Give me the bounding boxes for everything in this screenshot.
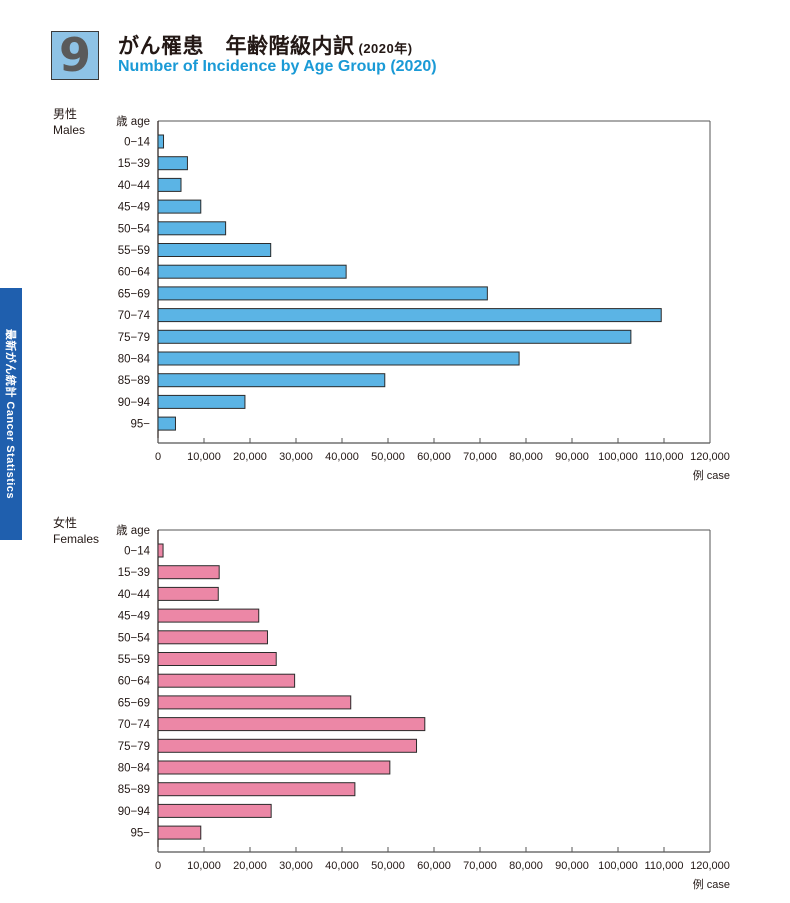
males-x-tick-label: 60,000 (417, 451, 451, 463)
males-category-label: 45−49 (118, 202, 150, 214)
males-bar (157, 416, 176, 431)
females-x-tick-label: 30,000 (279, 860, 313, 872)
females-x-tick-label: 70,000 (463, 860, 497, 872)
females-bar (157, 673, 296, 688)
females-category-label: 50−54 (118, 632, 151, 644)
males-x-tick-label: 10,000 (187, 451, 221, 463)
males-category-label: 40−44 (118, 180, 151, 192)
females-x-tick-label: 110,000 (645, 860, 684, 872)
females-bar (157, 695, 352, 710)
males-category-label: 80−84 (118, 354, 151, 366)
males-group-label-jp: 男性 (53, 107, 77, 121)
females-group-label-en: Females (53, 532, 99, 546)
males-bar (157, 329, 632, 344)
males-bar (157, 156, 188, 171)
females-x-tick-label: 60,000 (417, 860, 451, 872)
males-x-tick-label: 90,000 (555, 451, 589, 463)
males-category-label: 65−69 (118, 288, 150, 300)
females-bar (157, 630, 268, 645)
males-x-tick-label: 0 (155, 451, 161, 463)
females-x-tick-label: 20,000 (233, 860, 267, 872)
females-bar (157, 586, 219, 601)
females-bar (157, 825, 202, 840)
females-bar (157, 803, 272, 818)
females-x-tick-label: 10,000 (187, 860, 221, 872)
males-category-label: 90−94 (118, 397, 151, 409)
females-x-tick-label: 50,000 (371, 860, 405, 872)
females-y-axis-title: 歳 age (116, 524, 150, 537)
males-group-label-en: Males (53, 123, 85, 137)
females-bar (157, 652, 277, 666)
females-bar (157, 565, 220, 580)
page-title-jp: がん罹患 年齢階級内訳 (2020年) (118, 30, 413, 60)
females-category-label: 40−44 (118, 589, 151, 601)
females-category-label: 55−59 (118, 654, 150, 666)
males-x-tick-label: 40,000 (325, 451, 359, 463)
title-year: (2020年) (358, 41, 413, 56)
females-bar (157, 608, 260, 623)
females-category-label: 85−89 (118, 784, 150, 796)
males-x-tick-label: 30,000 (279, 451, 313, 463)
females-bar (157, 738, 418, 753)
side-section-tab: 最新がん統計 Cancer Statistics (0, 288, 22, 540)
males-category-label: 60−64 (118, 267, 151, 279)
males-bar (157, 351, 520, 366)
females-x-tick-label: 120,000 (690, 860, 730, 872)
males-bar (157, 134, 165, 149)
males-x-tick-label: 20,000 (233, 451, 267, 463)
males-bar (157, 394, 246, 409)
females-category-label: 45−49 (118, 611, 150, 623)
males-bar (157, 199, 202, 214)
females-x-tick-label: 100,000 (598, 860, 638, 872)
females-category-label: 70−74 (118, 719, 151, 731)
males-category-label: 15−39 (118, 158, 150, 170)
females-category-label: 75−79 (118, 741, 150, 753)
males-x-axis-title: 例 case (693, 468, 730, 482)
males-bar (157, 264, 347, 279)
males-bar (157, 373, 386, 388)
males-category-label: 55−59 (118, 245, 150, 257)
section-number: 9 (58, 27, 91, 82)
males-y-axis-title: 歳 age (116, 115, 150, 128)
males-category-label: 75−79 (118, 332, 150, 344)
females-category-label: 90−94 (118, 806, 151, 818)
females-bar (157, 717, 426, 732)
males-category-label: 70−74 (118, 310, 151, 322)
males-bar (157, 286, 488, 301)
males-x-tick-label: 70,000 (463, 451, 497, 463)
males-category-label: 85−89 (118, 375, 150, 387)
males-x-tick-label: 120,000 (690, 451, 730, 463)
females-group-label-jp: 女性 (53, 515, 77, 530)
females-bar (157, 760, 391, 775)
title-jp-text: がん罹患 年齢階級内訳 (118, 35, 355, 58)
males-x-tick-label: 50,000 (371, 451, 405, 463)
females-category-label: 60−64 (118, 676, 151, 688)
females-bar (157, 543, 164, 558)
females-x-tick-label: 90,000 (555, 860, 589, 872)
females-bar (157, 782, 356, 797)
males-bar (157, 177, 182, 192)
males-category-label: 50−54 (118, 223, 151, 235)
females-category-label: 80−84 (118, 763, 151, 775)
males-x-tick-label: 110,000 (645, 451, 684, 463)
males-bar (157, 308, 662, 323)
males-x-tick-label: 80,000 (509, 451, 543, 463)
females-category-label: 15−39 (118, 567, 150, 579)
males-bar (157, 243, 272, 257)
females-category-label: 95− (130, 828, 150, 840)
females-category-label: 0−14 (124, 546, 151, 558)
females-x-tick-label: 80,000 (509, 860, 543, 872)
page-title-en: Number of Incidence by Age Group (2020) (118, 58, 437, 75)
females-category-label: 65−69 (118, 697, 150, 709)
section-number-badge: 9 (51, 31, 99, 80)
females-x-tick-label: 0 (155, 860, 161, 872)
males-category-label: 95− (130, 419, 150, 431)
females-x-axis-title: 例 case (693, 877, 730, 891)
males-bar (157, 221, 227, 236)
males-category-label: 0−14 (124, 137, 151, 149)
females-x-tick-label: 40,000 (325, 860, 359, 872)
males-x-tick-label: 100,000 (598, 451, 638, 463)
